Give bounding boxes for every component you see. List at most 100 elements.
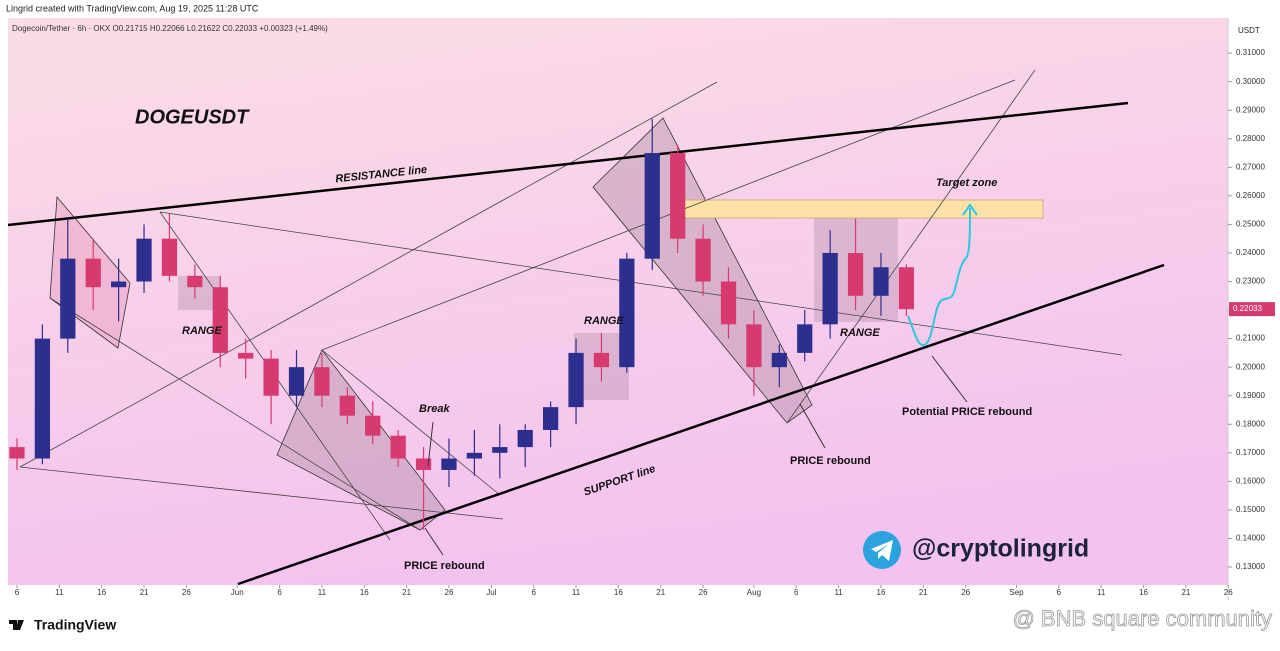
annotation: Break	[419, 403, 450, 415]
annotation: RANGE	[840, 327, 880, 339]
legend-line: Dogecoin/Tether · 6h · OKX O0.21715 H0.2…	[12, 24, 328, 33]
candle-body	[822, 252, 838, 325]
x-tick-label: 16	[360, 588, 369, 597]
candle-body	[619, 258, 635, 368]
arrow	[424, 527, 444, 556]
trend-line	[321, 79, 1016, 351]
y-tick-label: 0.16000	[1236, 476, 1265, 485]
x-tick-label: 11	[55, 588, 64, 597]
candle-body	[263, 358, 279, 396]
candle-body	[390, 435, 406, 459]
candle-body	[797, 324, 813, 353]
x-tick-label: 16	[877, 588, 886, 597]
x-tick-label: 16	[1139, 588, 1148, 597]
candle-body	[9, 447, 25, 459]
candle-body	[85, 258, 101, 288]
candle-body	[60, 258, 76, 339]
candle-body	[898, 267, 915, 310]
footer-logo: TradingView	[34, 617, 116, 633]
y-tick-label: 0.14000	[1236, 534, 1265, 543]
y-tick-label: 0.13000	[1236, 562, 1265, 571]
last-price-box	[1229, 302, 1275, 317]
candle-body	[593, 352, 610, 368]
x-tick-label: Jun	[231, 588, 244, 597]
candle-body	[339, 395, 355, 416]
candle-body	[288, 367, 305, 396]
x-tick-label: 16	[97, 588, 106, 597]
tv-logo-icon	[9, 620, 24, 630]
x-tick-label: 21	[402, 588, 411, 597]
x-tick-label: 16	[614, 588, 623, 597]
candle-body	[212, 287, 228, 353]
x-tick-label: 6	[277, 588, 282, 597]
y-tick-label: 0.29000	[1236, 105, 1265, 114]
y-tick-label: 0.27000	[1236, 162, 1265, 171]
x-tick-label: Aug	[747, 588, 761, 597]
x-tick-label: 11	[572, 588, 581, 597]
candle-body	[34, 338, 51, 459]
x-tick-label: 26	[699, 588, 708, 597]
x-tick-label: 21	[140, 588, 149, 597]
trend-line	[159, 211, 1123, 356]
candle-body	[187, 275, 203, 288]
target-zone	[683, 199, 1044, 219]
candle-body	[136, 238, 152, 282]
arrow	[427, 421, 434, 467]
axes: 0.13000 0.14000 0.15000 0.16000 0.17000 0.180…	[15, 48, 1275, 597]
y-tick-label: 0.15000	[1236, 505, 1265, 514]
x-tick-label: 6	[1057, 588, 1062, 597]
candle-body	[466, 452, 483, 459]
x-tick-label: 6	[794, 588, 799, 597]
footer-bar	[0, 600, 1280, 646]
x-tick-label: 26	[182, 588, 191, 597]
y-tick-label: 0.24000	[1236, 248, 1265, 257]
candle-body	[161, 238, 178, 276]
annotation: Potential PRICE rebound	[902, 406, 1032, 418]
candle-body	[441, 458, 457, 470]
trend-line	[19, 466, 504, 520]
x-tick-label: 6	[15, 588, 20, 597]
last-price-label: 0.22033	[1233, 304, 1262, 313]
x-tick-label: 21	[919, 588, 928, 597]
x-tick-label: Jul	[486, 588, 496, 597]
support-line	[237, 263, 1165, 586]
arrow	[799, 403, 826, 449]
x-tick-label: 11	[1097, 588, 1106, 597]
candle-body	[670, 153, 686, 239]
candle-body	[771, 352, 787, 368]
projection-arrow	[962, 203, 978, 216]
candle-body	[873, 267, 889, 296]
candles	[9, 118, 915, 530]
y-tick-label: 0.17000	[1236, 448, 1265, 457]
trend-line	[19, 81, 718, 468]
trend-line	[786, 69, 1036, 424]
candle-body	[492, 447, 508, 453]
candle-body	[238, 352, 254, 359]
annotation: RANGE	[182, 325, 222, 337]
resistance-line	[7, 101, 1129, 227]
header-bar	[0, 0, 1280, 18]
unit: USDT	[1238, 26, 1260, 35]
y-tick-label: 0.19000	[1236, 391, 1265, 400]
annotation: Target zone	[936, 177, 997, 189]
y-tick-label: 0.18000	[1236, 419, 1265, 428]
telegram-plane	[871, 540, 893, 561]
candle-body	[644, 153, 660, 259]
x-tick-label: 21	[1181, 588, 1190, 597]
y-tick-label: 0.31000	[1236, 48, 1265, 57]
candle-body	[365, 415, 381, 436]
y-tick-label: 0.26000	[1236, 191, 1265, 200]
y-tick-label: 0.20000	[1236, 362, 1265, 371]
y-tick-label: 0.25000	[1236, 220, 1265, 229]
candle-body	[314, 367, 330, 396]
annotation: PRICE rebound	[404, 560, 485, 572]
candle-body	[720, 281, 737, 325]
annotation: PRICE rebound	[790, 455, 871, 467]
time-axis	[8, 585, 1228, 600]
arrow	[931, 355, 968, 403]
header: Lingrid created with TradingView.com, Au…	[6, 3, 259, 13]
x-tick-label: 21	[656, 588, 665, 597]
x-tick-label: 26	[961, 588, 970, 597]
candle-body	[695, 238, 711, 282]
